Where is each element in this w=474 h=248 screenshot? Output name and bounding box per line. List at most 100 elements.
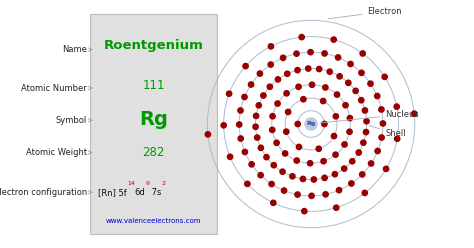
Circle shape [284, 71, 290, 76]
Circle shape [322, 51, 327, 56]
Circle shape [347, 129, 352, 134]
Circle shape [411, 111, 417, 116]
Text: Electron: Electron [328, 7, 402, 19]
Circle shape [255, 135, 260, 140]
Circle shape [337, 187, 342, 193]
Circle shape [242, 149, 247, 155]
Text: 6d: 6d [135, 188, 146, 197]
Circle shape [254, 113, 259, 119]
Circle shape [394, 136, 400, 141]
Text: 7s: 7s [149, 188, 162, 197]
Circle shape [368, 161, 374, 166]
Circle shape [258, 145, 264, 151]
Circle shape [284, 91, 289, 96]
Text: 282: 282 [143, 146, 165, 159]
Text: Atomic Number: Atomic Number [21, 84, 87, 93]
Circle shape [333, 114, 338, 119]
Circle shape [359, 97, 364, 103]
Circle shape [331, 133, 337, 139]
Circle shape [295, 192, 300, 197]
Circle shape [281, 55, 286, 61]
Circle shape [242, 94, 247, 100]
Circle shape [394, 104, 400, 109]
Circle shape [271, 200, 276, 206]
Circle shape [359, 70, 364, 75]
Circle shape [334, 92, 340, 97]
Circle shape [336, 55, 341, 60]
Circle shape [269, 181, 274, 187]
Circle shape [248, 82, 254, 87]
Circle shape [308, 50, 313, 55]
Circle shape [334, 205, 339, 210]
Circle shape [306, 66, 311, 71]
Circle shape [227, 91, 232, 96]
Circle shape [301, 209, 307, 214]
Circle shape [316, 146, 321, 152]
Circle shape [238, 136, 243, 141]
Circle shape [349, 181, 354, 186]
Circle shape [375, 148, 380, 154]
Circle shape [294, 158, 300, 163]
Circle shape [221, 123, 227, 128]
Circle shape [364, 129, 369, 135]
Circle shape [268, 62, 273, 67]
Circle shape [348, 61, 353, 67]
Circle shape [309, 193, 314, 198]
Text: Electron configuration: Electron configuration [0, 188, 87, 197]
Circle shape [283, 151, 288, 156]
Text: Name: Name [63, 45, 87, 54]
Circle shape [258, 173, 263, 178]
Circle shape [256, 103, 262, 108]
Circle shape [331, 37, 337, 42]
Circle shape [310, 82, 315, 88]
Circle shape [360, 172, 365, 177]
Circle shape [374, 93, 380, 99]
Circle shape [368, 81, 373, 86]
Circle shape [275, 101, 280, 106]
Circle shape [347, 116, 353, 121]
Circle shape [362, 108, 368, 113]
Circle shape [317, 66, 322, 72]
Circle shape [321, 158, 326, 164]
Circle shape [296, 84, 301, 90]
Circle shape [296, 144, 301, 150]
Circle shape [295, 121, 301, 127]
Circle shape [343, 102, 348, 108]
Text: [Rn] 5f: [Rn] 5f [98, 188, 127, 197]
Circle shape [261, 93, 266, 98]
Circle shape [332, 172, 337, 177]
Circle shape [362, 190, 367, 196]
Circle shape [270, 127, 275, 132]
Circle shape [264, 155, 269, 160]
Text: Shell: Shell [369, 125, 406, 138]
Circle shape [320, 98, 326, 104]
Circle shape [305, 118, 317, 130]
Circle shape [249, 162, 254, 167]
Circle shape [295, 67, 300, 73]
Circle shape [323, 85, 328, 90]
Text: 2: 2 [162, 181, 166, 186]
Circle shape [356, 150, 361, 155]
FancyBboxPatch shape [91, 14, 217, 234]
Text: www.valenceelectrons.com: www.valenceelectrons.com [106, 218, 201, 224]
Circle shape [327, 69, 332, 74]
Circle shape [346, 80, 351, 86]
Circle shape [228, 154, 233, 159]
Text: 9: 9 [146, 181, 149, 186]
Circle shape [257, 71, 263, 76]
Circle shape [322, 175, 327, 181]
Circle shape [379, 135, 384, 140]
Text: Rg: Rg [306, 122, 316, 126]
Circle shape [337, 74, 342, 79]
Circle shape [238, 108, 243, 113]
Circle shape [322, 121, 327, 127]
Circle shape [301, 176, 306, 182]
Circle shape [285, 109, 291, 115]
Circle shape [383, 166, 389, 172]
Text: Roentgenium: Roentgenium [104, 39, 204, 52]
Circle shape [243, 63, 248, 69]
Circle shape [364, 119, 369, 124]
Circle shape [245, 181, 250, 186]
Circle shape [361, 140, 366, 145]
Text: Rg: Rg [139, 110, 168, 128]
